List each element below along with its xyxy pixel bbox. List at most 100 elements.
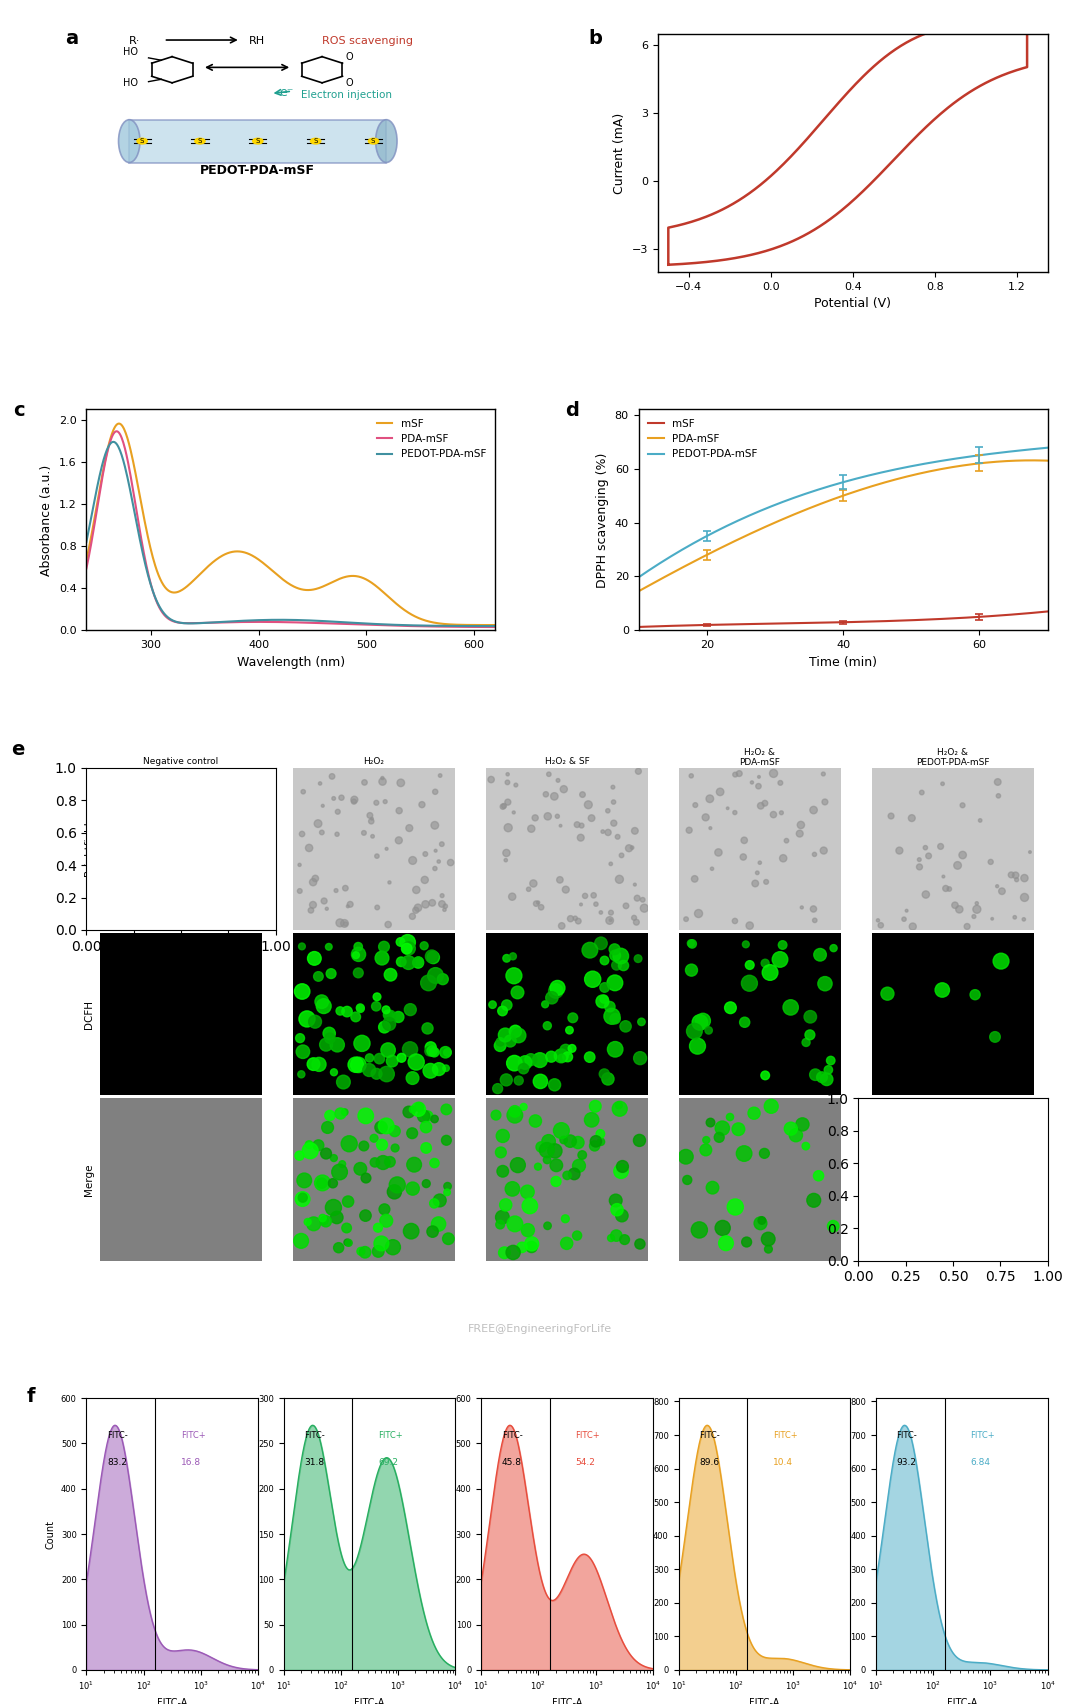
Circle shape xyxy=(542,1000,549,1007)
Circle shape xyxy=(566,1217,569,1220)
Circle shape xyxy=(821,1074,833,1085)
PEDOT-PDA-mSF xyxy=(278,610,291,630)
Circle shape xyxy=(251,915,257,920)
Circle shape xyxy=(297,1172,312,1188)
Circle shape xyxy=(420,1121,432,1133)
Circle shape xyxy=(715,1121,729,1135)
Circle shape xyxy=(332,1113,338,1120)
Circle shape xyxy=(170,898,174,903)
PDA-mSF xyxy=(302,612,315,632)
PEDOT-PDA-mSF xyxy=(967,446,980,467)
Circle shape xyxy=(496,1201,500,1206)
Circle shape xyxy=(380,1215,393,1227)
Circle shape xyxy=(936,1099,943,1104)
Circle shape xyxy=(584,1113,598,1126)
Circle shape xyxy=(430,1159,440,1167)
Circle shape xyxy=(379,941,390,953)
Circle shape xyxy=(168,794,174,799)
Circle shape xyxy=(610,1014,620,1024)
Circle shape xyxy=(330,1038,345,1051)
Circle shape xyxy=(915,1205,921,1210)
Circle shape xyxy=(633,883,636,886)
Circle shape xyxy=(383,799,387,804)
Circle shape xyxy=(433,866,437,871)
Circle shape xyxy=(774,1109,781,1116)
Circle shape xyxy=(299,1247,303,1251)
Circle shape xyxy=(107,891,113,896)
Circle shape xyxy=(905,910,908,912)
Line: PDA-mSF: PDA-mSF xyxy=(86,431,496,627)
Circle shape xyxy=(504,799,511,804)
Ellipse shape xyxy=(376,119,397,162)
Circle shape xyxy=(498,1028,512,1041)
Circle shape xyxy=(568,1012,578,1022)
Circle shape xyxy=(939,1247,942,1249)
Circle shape xyxy=(902,917,906,922)
Circle shape xyxy=(342,1118,346,1121)
Circle shape xyxy=(418,1118,422,1123)
Circle shape xyxy=(320,1038,333,1051)
Circle shape xyxy=(963,1154,970,1159)
Circle shape xyxy=(396,937,405,946)
Circle shape xyxy=(590,1140,599,1150)
Circle shape xyxy=(334,888,338,893)
Circle shape xyxy=(1021,874,1028,881)
Circle shape xyxy=(554,1050,568,1063)
Circle shape xyxy=(732,1188,737,1193)
Circle shape xyxy=(745,961,754,970)
Circle shape xyxy=(964,924,970,929)
Circle shape xyxy=(504,1235,507,1239)
Circle shape xyxy=(409,1179,417,1186)
Circle shape xyxy=(496,1210,509,1223)
Circle shape xyxy=(382,1005,390,1014)
Line: PDA-mSF: PDA-mSF xyxy=(570,460,1048,630)
Circle shape xyxy=(499,1247,510,1259)
Circle shape xyxy=(564,1135,577,1147)
Circle shape xyxy=(174,857,178,861)
PEDOT-PDA-mSF xyxy=(324,612,337,632)
Circle shape xyxy=(725,1002,737,1014)
Circle shape xyxy=(970,990,981,1000)
Circle shape xyxy=(784,838,788,843)
Circle shape xyxy=(507,1108,523,1123)
Circle shape xyxy=(407,1251,411,1256)
Circle shape xyxy=(620,1235,630,1244)
Circle shape xyxy=(365,1053,374,1062)
Circle shape xyxy=(505,1113,510,1118)
Circle shape xyxy=(441,1104,451,1114)
Circle shape xyxy=(367,813,373,818)
Circle shape xyxy=(909,1104,914,1109)
Circle shape xyxy=(681,1114,688,1120)
Circle shape xyxy=(878,922,883,929)
Circle shape xyxy=(372,1128,378,1135)
Circle shape xyxy=(943,1143,950,1150)
Circle shape xyxy=(906,1189,914,1196)
Circle shape xyxy=(552,1241,555,1244)
X-axis label: Time (min): Time (min) xyxy=(809,656,877,668)
Circle shape xyxy=(822,799,828,804)
Circle shape xyxy=(352,953,360,959)
Circle shape xyxy=(521,1104,527,1111)
Circle shape xyxy=(990,1184,996,1189)
Circle shape xyxy=(761,1232,775,1246)
Line: PEDOT-PDA-mSF: PEDOT-PDA-mSF xyxy=(570,448,1048,630)
Text: S: S xyxy=(313,138,318,143)
Circle shape xyxy=(206,791,213,797)
Circle shape xyxy=(325,907,328,910)
Circle shape xyxy=(149,1223,156,1230)
Circle shape xyxy=(440,1046,451,1058)
PDA-mSF xyxy=(997,452,1010,472)
Circle shape xyxy=(151,881,157,886)
Circle shape xyxy=(510,1172,513,1176)
Circle shape xyxy=(372,1116,377,1121)
Circle shape xyxy=(349,1235,353,1239)
Circle shape xyxy=(211,912,214,915)
Circle shape xyxy=(341,1109,348,1116)
Circle shape xyxy=(518,1056,531,1070)
Y-axis label: Count: Count xyxy=(45,1520,55,1549)
Circle shape xyxy=(295,983,310,999)
Circle shape xyxy=(959,1128,962,1133)
Circle shape xyxy=(340,920,349,927)
Circle shape xyxy=(910,1099,916,1106)
Circle shape xyxy=(558,922,565,929)
